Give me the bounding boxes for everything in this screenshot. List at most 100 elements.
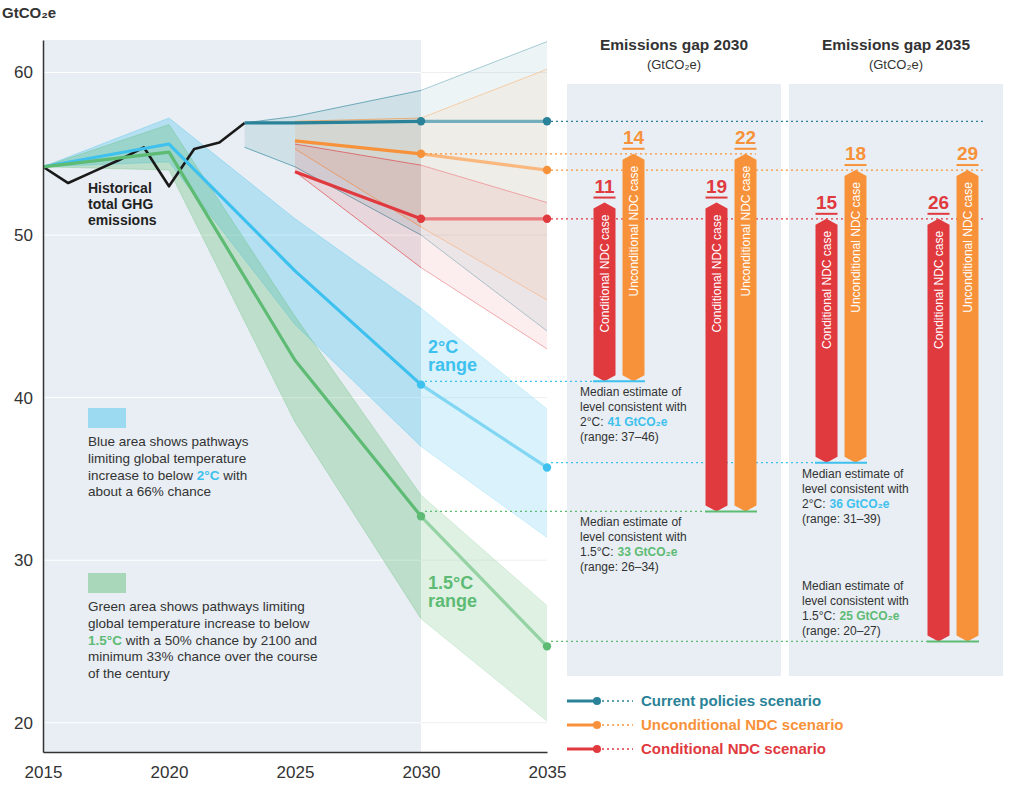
series-label-line: Historical xyxy=(88,180,156,196)
target-text: Median estimate of xyxy=(580,385,682,399)
gap-value-underline xyxy=(928,213,950,215)
legend-swatch xyxy=(602,748,633,749)
target-guide xyxy=(551,641,927,642)
gap-panel xyxy=(567,84,781,676)
marker xyxy=(417,512,425,520)
panel-title: Emissions gap 2030 xyxy=(600,36,748,53)
target-line xyxy=(705,510,757,512)
x-tick-label: 2025 xyxy=(277,763,315,782)
target-range: (range: 26–34) xyxy=(580,560,659,574)
gap-bar-label: Unconditional NDC case xyxy=(961,182,975,313)
target-text: level consistent with xyxy=(580,530,687,544)
target-guide xyxy=(425,511,705,512)
target-range: (range: 31–39) xyxy=(802,512,881,526)
target-value: 41 GtCO₂e xyxy=(607,415,667,429)
scenario-guide xyxy=(425,153,756,154)
gap-bar-label: Conditional NDC case xyxy=(820,230,834,348)
gap-value: 19 xyxy=(706,176,727,197)
series-label: Historical total GHG emissions xyxy=(88,180,157,228)
legend-swatch xyxy=(593,721,601,729)
marker xyxy=(543,117,551,125)
target-line xyxy=(927,640,979,642)
y-axis-title: GtCO₂e xyxy=(2,4,56,21)
annotation-text: with a 50% chance by 2100 and xyxy=(122,633,317,648)
target-text: Median estimate of xyxy=(802,579,904,593)
marker xyxy=(417,380,425,388)
legend-label: Conditional NDC scenario xyxy=(641,740,826,757)
annotation-line: Blue area shows pathways xyxy=(88,434,249,449)
marker xyxy=(543,166,551,174)
target-value-line: 2°C:41 GtCO₂e xyxy=(580,415,668,429)
legend-swatch xyxy=(602,724,633,725)
y-tick: 50 xyxy=(14,226,43,245)
target-line xyxy=(593,380,645,382)
gap-value-underline xyxy=(957,164,979,166)
annotation-text: increase to below xyxy=(88,468,197,483)
gap-bar xyxy=(816,219,838,463)
legend-label: Current policies scenario xyxy=(641,692,821,709)
gap-bar xyxy=(928,219,950,642)
y-tick: 20 xyxy=(14,714,43,733)
y-tick-label: 60 xyxy=(14,63,33,82)
annotation-emphasis: 2°C xyxy=(197,468,220,483)
guides xyxy=(425,121,985,641)
legend-swatch xyxy=(602,700,633,701)
legend: Current policies scenarioUnconditional N… xyxy=(567,692,844,757)
target-range: (range: 37–46) xyxy=(580,430,659,444)
series-label: 1.5°C range xyxy=(428,573,478,611)
series-label-line: range xyxy=(428,591,477,611)
y-tick: 30 xyxy=(14,551,43,570)
gap-bar-label: Unconditional NDC case xyxy=(739,165,753,296)
gap-bar xyxy=(623,154,645,382)
target-guide xyxy=(551,462,815,463)
x-tick: 2015 xyxy=(25,752,63,782)
target-value: 25 GtCO₂e xyxy=(839,609,899,623)
x-tick-label: 2035 xyxy=(529,763,567,782)
target-value-line: 1.5°C:33 GtCO₂e xyxy=(580,545,678,559)
series-label-line: 1.5°C xyxy=(428,573,478,593)
target-value-line: 1.5°C: 25 GtCO₂e xyxy=(802,609,900,623)
gap-texts: Emissions gap 2030(GtCO₂e)Median estimat… xyxy=(580,36,979,641)
scenario-guide xyxy=(551,169,985,170)
gap-value: 14 xyxy=(623,127,645,148)
gap-bar xyxy=(735,154,757,512)
annotation-emphasis: 1.5°C xyxy=(88,633,122,648)
gap-panel xyxy=(789,84,1003,676)
legend-swatch xyxy=(567,748,597,751)
y-tick: 60 xyxy=(14,63,43,82)
target-text: Median estimate of xyxy=(580,515,682,529)
annotation-line: limiting global temperature xyxy=(88,451,246,466)
marker xyxy=(543,215,551,223)
series-label-line: total GHG xyxy=(88,196,157,212)
target-line xyxy=(815,462,867,464)
marker xyxy=(543,463,551,471)
y-tick-label: 50 xyxy=(14,226,33,245)
annotation-text: with xyxy=(219,468,247,483)
y-axis-line xyxy=(43,41,45,753)
annotation-line: about a 66% chance xyxy=(88,484,211,499)
series-label-line: range xyxy=(428,355,477,375)
projection-fade xyxy=(421,40,547,752)
target-label: 1.5°C: xyxy=(802,609,835,623)
plot-area xyxy=(43,40,547,752)
legend-swatch xyxy=(593,697,601,705)
panel-title: Emissions gap 2035 xyxy=(822,36,971,53)
gap-value: 18 xyxy=(845,143,866,164)
scenario-guide xyxy=(551,218,985,219)
legend-swatch xyxy=(593,745,601,753)
annotation-line: global temperature increase to below xyxy=(88,616,310,631)
markers xyxy=(417,117,551,650)
x-tick-label: 2030 xyxy=(403,763,441,782)
gap-panels xyxy=(567,84,1003,676)
annotation-swatch xyxy=(88,408,126,428)
gap-value: 11 xyxy=(594,176,615,197)
grid-line xyxy=(43,560,421,561)
gap-bar xyxy=(594,203,616,382)
gap-bar xyxy=(957,170,979,641)
target-range: (range: 20–27) xyxy=(802,624,881,638)
gap-bar-label: Conditional NDC case xyxy=(710,214,724,332)
annotation-line: 1.5°C with a 50% chance by 2100 and xyxy=(88,633,317,648)
gap-bar xyxy=(706,203,728,512)
gap-value: 26 xyxy=(928,192,949,213)
y-tick-label: 30 xyxy=(14,551,33,570)
